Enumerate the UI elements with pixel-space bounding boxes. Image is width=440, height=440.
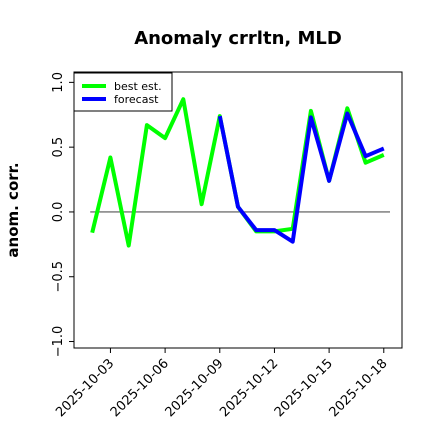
legend-box [73, 72, 173, 112]
series-line-forecast [217, 111, 385, 244]
legend-label: best est. [114, 80, 162, 93]
y-tick-label: 1.0 [51, 72, 66, 93]
y-tick-label: 0.5 [51, 137, 66, 158]
plot-area: −1.0−0.50.00.51.02025-10-032025-10-06202… [51, 71, 403, 420]
legend: best est.forecast [73, 72, 173, 112]
y-tick-label: −1.0 [51, 326, 66, 358]
x-tick-label: 2025-10-18 [327, 356, 391, 420]
y-tick-label: −0.5 [51, 261, 66, 293]
y-tick-label: 0.0 [51, 202, 66, 223]
chart-title: Anomaly crrltn, MLD [134, 28, 342, 49]
legend-label: forecast [114, 93, 159, 106]
axes-frame [73, 71, 403, 349]
series-line-best-est [90, 97, 385, 248]
y-axis-label: anom. corr. [4, 162, 22, 257]
